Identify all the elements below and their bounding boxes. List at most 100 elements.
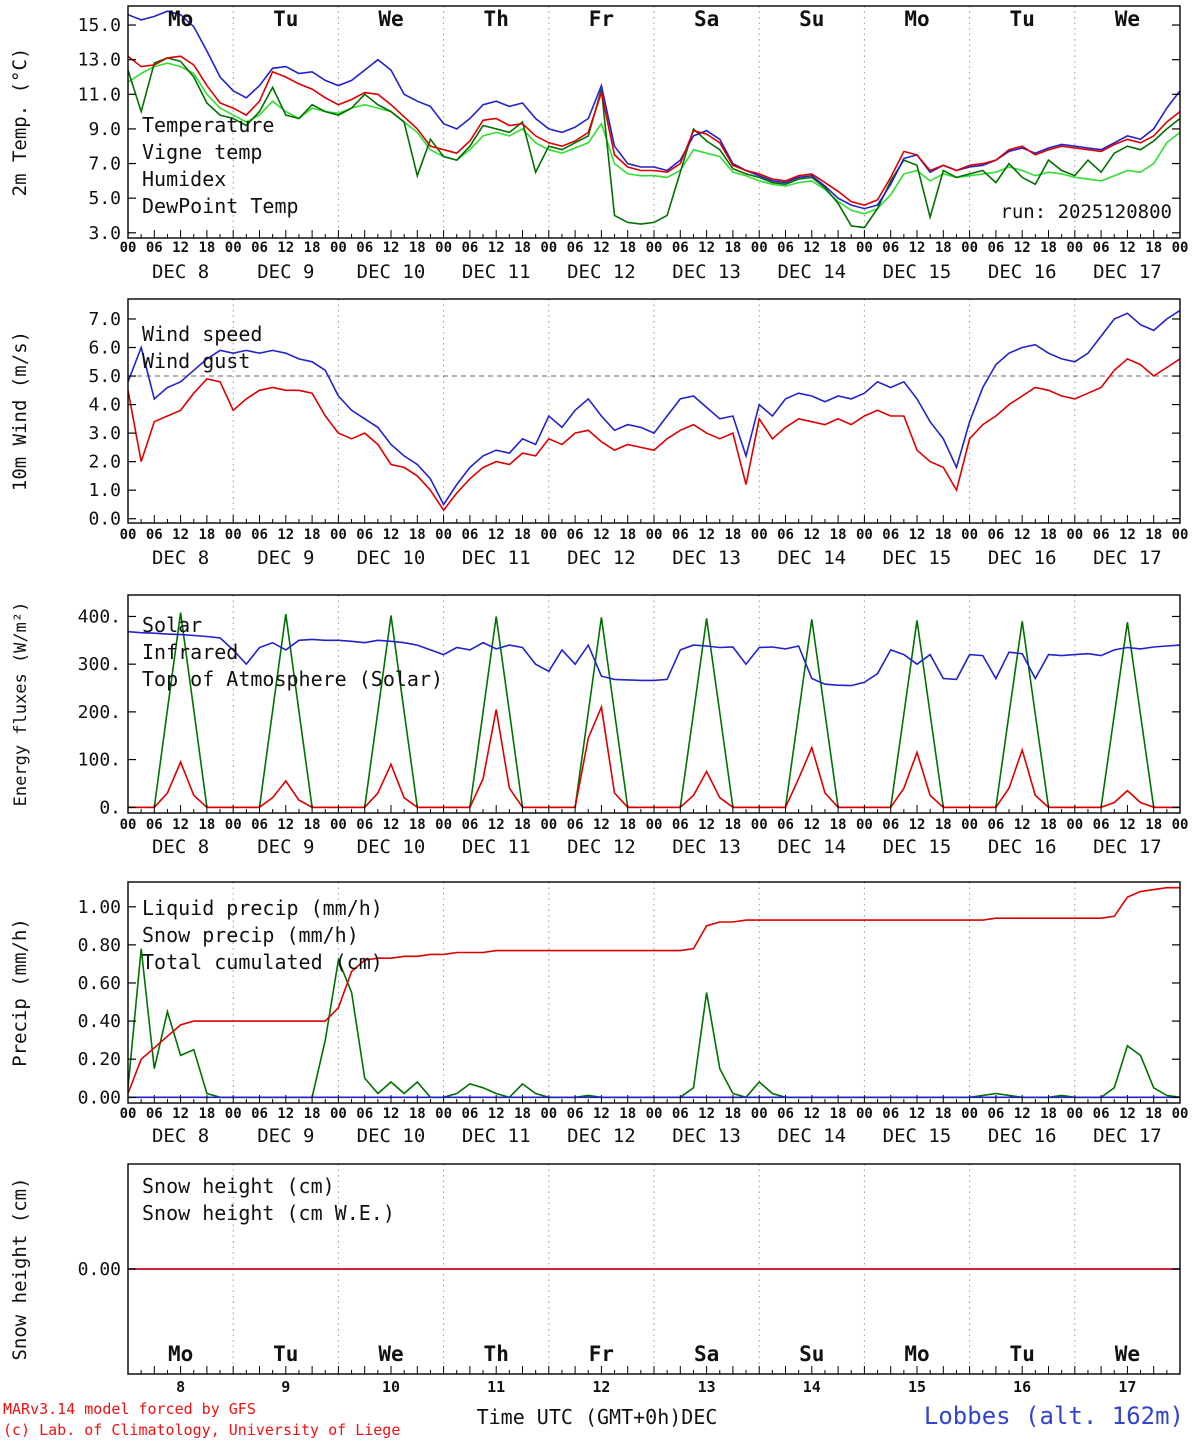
y-tick-label: 5.0: [88, 188, 121, 209]
hour-label: 12: [1119, 1106, 1136, 1122]
hour-label: 18: [198, 817, 215, 833]
legend-temperature: Temperature: [142, 113, 274, 137]
hour-label: 00: [646, 527, 663, 543]
date-label: DEC 16: [988, 836, 1057, 858]
date-label: DEC 8: [152, 1125, 209, 1147]
snow-height-panel: 0.00 Mo Tu We Th Fr Sa Su Mo Tu We 8 9 10 11 12 13 14 15 16…: [9, 1163, 1181, 1396]
y-tick-label: 2.0: [88, 452, 121, 473]
day-name: Mo: [168, 7, 193, 31]
y-tick-label: 0.: [99, 797, 121, 818]
hour-label: 12: [277, 527, 294, 543]
hour-label: 12: [803, 817, 820, 833]
day-name: Mo: [904, 1342, 929, 1366]
hour-label: 12: [909, 527, 926, 543]
date-label: DEC 15: [883, 547, 952, 569]
date-label: DEC 9: [257, 1125, 314, 1147]
date-label: DEC 16: [988, 1125, 1057, 1147]
hour-label: 18: [514, 1106, 531, 1122]
hour-label: 06: [146, 240, 163, 256]
hour-label: 00: [646, 240, 663, 256]
date-label: DEC 13: [672, 261, 741, 283]
hour-label: 06: [146, 817, 163, 833]
hour-label: 18: [619, 527, 636, 543]
lab-credit: (c) Lab. of Climatology, University of L…: [3, 1421, 401, 1439]
hour-label: 18: [409, 1106, 426, 1122]
y-tick-label: 3.0: [88, 223, 121, 244]
hour-label: 00: [1066, 817, 1083, 833]
date-label: DEC 11: [462, 836, 531, 858]
y-tick-label: 300.: [78, 654, 121, 675]
hour-label: 18: [1145, 817, 1162, 833]
hour-label: 06: [882, 1106, 899, 1122]
day-name: Sa: [694, 1342, 719, 1366]
date-label: DEC 11: [462, 547, 531, 569]
hour-label: 18: [830, 240, 847, 256]
day-name: Sa: [694, 7, 719, 31]
y-axis-label: 10m Wind (m/s): [9, 331, 31, 491]
wind-gust-series: [128, 309, 1180, 507]
hour-label: 18: [1145, 1106, 1162, 1122]
y-tick-label: 1.00: [78, 897, 121, 918]
date-label: DEC 15: [883, 1125, 952, 1147]
legend-infrared: Infrared: [142, 640, 238, 664]
hour-label: 06: [461, 817, 478, 833]
hour-label: 18: [304, 527, 321, 543]
day-name: Su: [799, 1342, 824, 1366]
day-number: 14: [803, 1378, 821, 1396]
hour-label: 18: [935, 527, 952, 543]
hour-label: 06: [987, 527, 1004, 543]
hour-label: 18: [1040, 527, 1057, 543]
hour-label: 00: [435, 1106, 452, 1122]
day-number: 15: [908, 1378, 926, 1396]
day-name: We: [378, 7, 403, 31]
run-annotation: run: 2025120800: [1000, 201, 1172, 223]
day-name: Tu: [1010, 7, 1035, 31]
date-label: DEC 17: [1093, 547, 1162, 569]
hour-label: 12: [803, 1106, 820, 1122]
y-tick-label: 3.0: [88, 423, 121, 444]
legend-snow-height-cm-w-e-: Snow height (cm W.E.): [142, 1201, 395, 1225]
y-axis-label: Energy fluxes (W/m²): [11, 602, 31, 807]
hour-label: 00: [330, 817, 347, 833]
date-label: DEC 12: [567, 261, 636, 283]
hour-label: 06: [1093, 1106, 1110, 1122]
hour-label: 18: [514, 527, 531, 543]
hour-label: 00: [1172, 527, 1189, 543]
legend-dewpoint-temp: DewPoint Temp: [142, 194, 299, 218]
hour-label: 12: [698, 1106, 715, 1122]
y-tick-label: 9.0: [88, 119, 121, 140]
hour-label: 00: [646, 817, 663, 833]
date-label: DEC 14: [777, 547, 846, 569]
hour-label: 12: [1119, 527, 1136, 543]
hour-label: 12: [277, 1106, 294, 1122]
legend-liquid-precip-mm-h-: Liquid precip (mm/h): [142, 896, 383, 920]
date-label: DEC 12: [567, 547, 636, 569]
y-tick-label: 0.60: [78, 973, 121, 994]
day-name: Mo: [168, 1342, 193, 1366]
hour-label: 12: [488, 817, 505, 833]
temperature-series: [128, 55, 1180, 206]
hour-label: 06: [567, 1106, 584, 1122]
hour-label: 00: [856, 527, 873, 543]
wind-panel: 0.0 1.0 2.0 3.0 4.0 5.0 6.0 7.0 00 06 12 18 00 06 12 18…: [9, 298, 1189, 569]
hour-label: 00: [856, 240, 873, 256]
hour-label: 00: [1066, 1106, 1083, 1122]
date-label: DEC 16: [988, 261, 1057, 283]
vigne-temp-series: [128, 57, 1180, 229]
hour-label: 12: [803, 527, 820, 543]
hour-label: 18: [1040, 817, 1057, 833]
day-name: Mo: [904, 7, 929, 31]
day-number: 10: [382, 1378, 400, 1396]
hour-label: 06: [251, 527, 268, 543]
hour-label: 00: [330, 1106, 347, 1122]
hour-label: 12: [1014, 817, 1031, 833]
hour-label: 18: [935, 817, 952, 833]
legend-snow-height-cm-: Snow height (cm): [142, 1174, 335, 1198]
hour-label: 00: [540, 817, 557, 833]
hour-label: 06: [987, 817, 1004, 833]
legend-wind-speed: Wind speed: [142, 322, 262, 346]
y-tick-label: 0.00: [78, 1259, 121, 1280]
hour-label: 12: [593, 817, 610, 833]
legend-humidex: Humidex: [142, 167, 226, 191]
